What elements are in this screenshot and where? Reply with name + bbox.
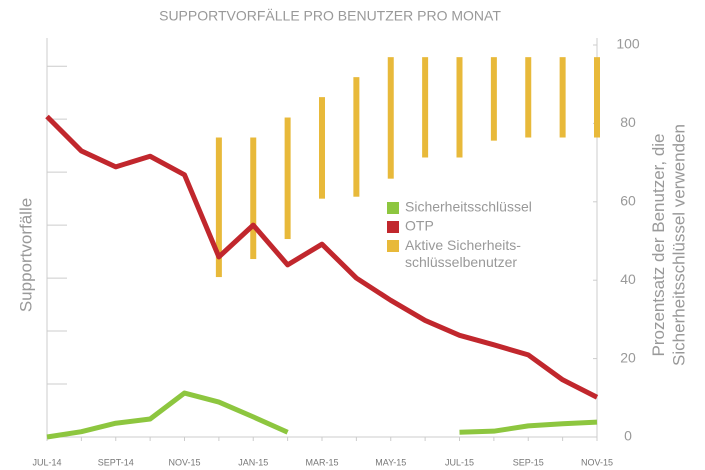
y2-axis-label: Prozentsatz der Benutzer, dieSicherheits…: [649, 124, 688, 366]
y2-tick-label: 0: [624, 428, 632, 444]
range-bar: [353, 77, 360, 197]
x-tick-label: JUL-15: [445, 457, 474, 467]
range-bar: [319, 97, 325, 199]
x-tick-label: JUL-14: [32, 457, 61, 467]
y2-tick-label: 100: [616, 36, 640, 52]
legend-swatch: [387, 202, 399, 214]
range-bar: [594, 57, 600, 138]
line: [46, 390, 598, 440]
range-bar: [490, 57, 497, 141]
y2-tick-label: 40: [620, 271, 636, 287]
range-bar: [525, 57, 532, 138]
x-tick-label: JAN-15: [238, 457, 268, 467]
legend-label: Sicherheitsschlüssel: [405, 199, 532, 215]
x-tick-label: NOV-15: [581, 457, 613, 467]
line: [45, 114, 599, 400]
y-axis-label: Supportvorfälle: [16, 198, 35, 312]
y2-tick-label: 80: [620, 114, 636, 130]
range-bar: [284, 117, 291, 240]
x-tick-label: SEP-15: [513, 457, 544, 467]
y2-tick-label: 20: [620, 349, 636, 365]
x-tick-label: MAR-15: [305, 457, 338, 467]
legend-swatch: [387, 221, 399, 233]
range-bar: [422, 57, 429, 158]
range-bar: [456, 57, 463, 158]
x-tick-label: SEPT-14: [98, 457, 134, 467]
range-bar: [559, 57, 566, 138]
legend-label: OTP: [405, 218, 434, 234]
range-bar: [387, 57, 394, 179]
range-bar: [215, 137, 222, 278]
x-tick-label: MAY-15: [375, 457, 406, 467]
chart-title: SUPPORTVORFÄLLE PRO BENUTZER PRO MONAT: [159, 8, 501, 24]
range-bar: [250, 137, 257, 260]
x-tick-label: NOV-15: [168, 457, 200, 467]
legend-swatch: [387, 240, 399, 252]
y2-tick-label: 60: [620, 193, 636, 209]
legend-label: Aktive Sicherheits-schlüsselbenutzer: [405, 237, 521, 270]
